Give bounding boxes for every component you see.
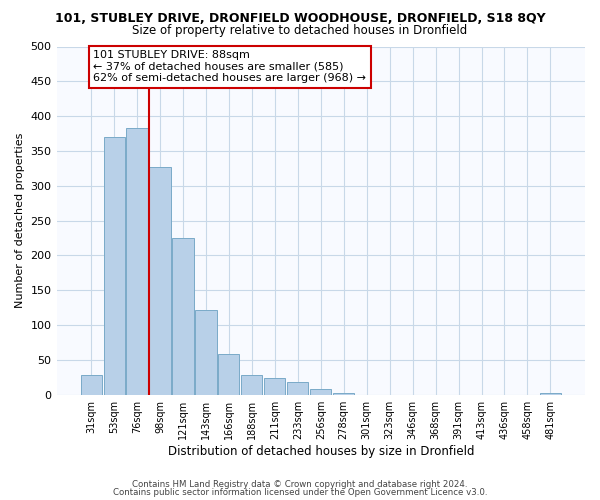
Bar [104, 137, 125, 394]
Bar [264, 378, 286, 394]
Bar [241, 375, 262, 394]
Text: Size of property relative to detached houses in Dronfield: Size of property relative to detached ho… [133, 24, 467, 37]
Bar [172, 238, 194, 394]
Y-axis label: Number of detached properties: Number of detached properties [15, 133, 25, 308]
Bar [218, 354, 239, 395]
Bar [127, 128, 148, 394]
Bar [149, 167, 170, 394]
Text: Contains public sector information licensed under the Open Government Licence v3: Contains public sector information licen… [113, 488, 487, 497]
Bar [196, 310, 217, 394]
Text: Contains HM Land Registry data © Crown copyright and database right 2024.: Contains HM Land Registry data © Crown c… [132, 480, 468, 489]
X-axis label: Distribution of detached houses by size in Dronfield: Distribution of detached houses by size … [167, 444, 474, 458]
Bar [310, 389, 331, 394]
Text: 101, STUBLEY DRIVE, DRONFIELD WOODHOUSE, DRONFIELD, S18 8QY: 101, STUBLEY DRIVE, DRONFIELD WOODHOUSE,… [55, 12, 545, 26]
Text: 101 STUBLEY DRIVE: 88sqm
← 37% of detached houses are smaller (585)
62% of semi-: 101 STUBLEY DRIVE: 88sqm ← 37% of detach… [94, 50, 367, 83]
Bar [80, 375, 101, 394]
Bar [287, 382, 308, 394]
